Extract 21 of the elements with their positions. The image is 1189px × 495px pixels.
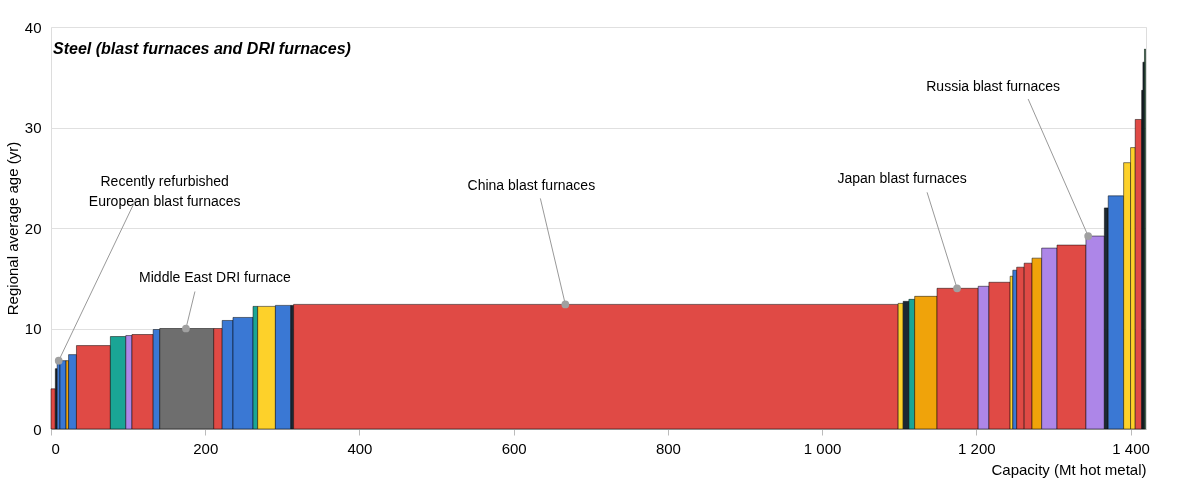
x-axis-title: Capacity (Mt hot metal) (991, 460, 1147, 478)
annotation: Recently refurbished European blast furnaces (88, 172, 241, 209)
x-tick-label: 200 (193, 439, 219, 457)
y-tick-label: 30 (24, 119, 42, 136)
x-tick-label: 800 (655, 439, 681, 457)
y-tick-label: 0 (33, 420, 42, 438)
x-tick-label: 1 000 (803, 439, 842, 457)
y-tick-label: 10 (24, 320, 42, 337)
annotation: China blast furnaces (467, 177, 596, 194)
text: Steel (blast furnaces and DRI furnaces) (53, 40, 351, 57)
y-tick-label: 20 (24, 219, 42, 237)
y-tick-label: 40 (24, 18, 42, 36)
annotation: Japan blast furnaces (837, 170, 967, 187)
annotation: Middle East DRI furnace (139, 268, 292, 285)
annotation: Russia blast furnaces (926, 78, 1061, 95)
x-tick-label: 600 (501, 439, 527, 457)
x-tick-label: 400 (347, 439, 373, 457)
y-axis-title: Regional average age (yr) (3, 141, 21, 316)
x-tick-label: 1 200 (958, 439, 996, 457)
x-tick-label: 1 400 (1112, 439, 1150, 457)
x-tick-label: 0 (51, 439, 60, 457)
